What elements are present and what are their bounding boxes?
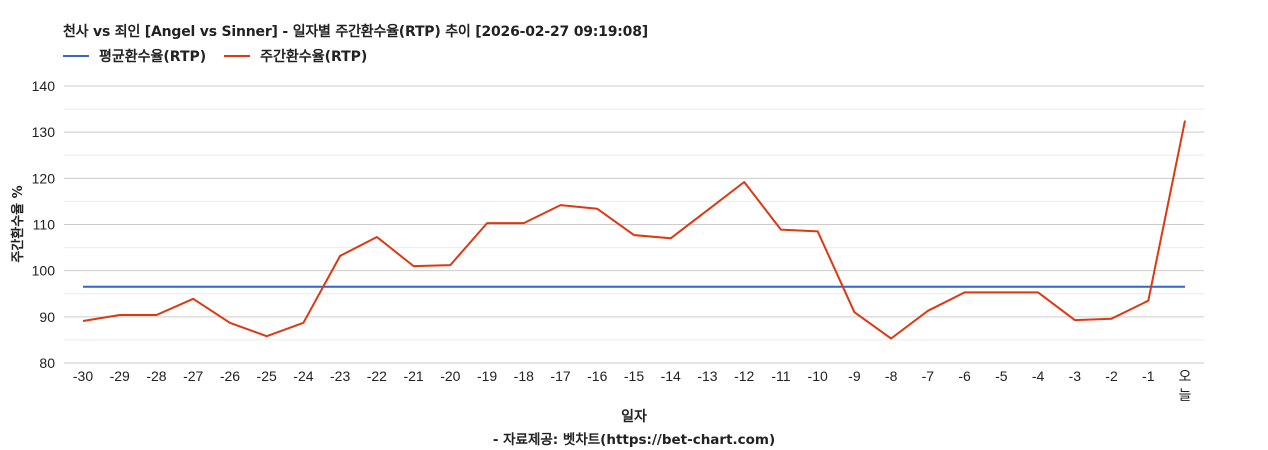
- y-tick-label: 130: [32, 124, 56, 140]
- x-tick-label: -19: [477, 368, 497, 384]
- x-tick-label: 오: [1179, 368, 1192, 384]
- x-tick-label: -25: [257, 368, 277, 384]
- x-tick-label: -9: [848, 368, 861, 384]
- legend-item-weekly-rtp[interactable]: 주간환수율(RTP): [224, 46, 367, 66]
- x-tick-label: -22: [367, 368, 387, 384]
- legend-label: 평균환수율(RTP): [99, 49, 207, 65]
- x-tick-label: -6: [958, 368, 971, 384]
- x-tick-label: -28: [146, 368, 166, 384]
- chart-legend: 평균환수율(RTP) 주간환수율(RTP): [63, 46, 385, 66]
- x-tick-label: -8: [885, 368, 898, 384]
- y-tick-label: 80: [39, 355, 55, 371]
- x-tick-label: -17: [550, 368, 570, 384]
- x-tick-label: -23: [330, 368, 350, 384]
- x-tick-label: -27: [183, 368, 203, 384]
- x-tick-label: -16: [587, 368, 607, 384]
- x-tick-label: -13: [697, 368, 717, 384]
- x-tick-label: -18: [514, 368, 534, 384]
- x-tick-label: -5: [995, 368, 1008, 384]
- x-tick-label: -14: [661, 368, 681, 384]
- x-tick-label: -15: [624, 368, 644, 384]
- x-tick-label: -29: [110, 368, 130, 384]
- y-tick-label: 110: [33, 217, 56, 233]
- y-tick-label: 120: [32, 170, 56, 186]
- legend-line-blue-icon: [63, 55, 89, 57]
- y-tick-label: 100: [32, 263, 56, 279]
- y-tick-label: 140: [32, 78, 56, 94]
- x-tick-label: -2: [1105, 368, 1118, 384]
- source-note: - 자료제공: 벳차트(https://bet-chart.com): [492, 432, 776, 448]
- legend-label: 주간환수율(RTP): [260, 49, 368, 65]
- x-tick-label: -20: [440, 368, 460, 384]
- legend-line-red-icon: [224, 55, 251, 57]
- x-tick-label: -26: [220, 368, 240, 384]
- weekly-rtp-line[interactable]: [82, 120, 1186, 340]
- legend-item-average-rtp[interactable]: 평균환수율(RTP): [63, 46, 206, 66]
- x-tick-label: -7: [922, 368, 935, 384]
- x-tick-label: -3: [1069, 368, 1082, 384]
- x-axis-title: 일자: [621, 409, 647, 425]
- x-tick-label: -10: [808, 368, 828, 384]
- chart-title: 천사 vs 죄인 [Angel vs Sinner] - 일자별 주간환수율(R…: [63, 24, 648, 40]
- x-tick-label: 늘: [1179, 387, 1192, 403]
- x-tick-label: -24: [293, 368, 313, 384]
- y-axis-title: 주간환수율 %: [10, 185, 26, 262]
- x-tick-label: -12: [734, 368, 754, 384]
- y-tick-label: 90: [39, 309, 55, 325]
- x-tick-label: -1: [1142, 368, 1155, 384]
- x-tick-label: -4: [1032, 368, 1045, 384]
- x-tick-label: -21: [403, 368, 423, 384]
- x-tick-label: -11: [771, 368, 790, 384]
- x-tick-label: -30: [73, 368, 93, 384]
